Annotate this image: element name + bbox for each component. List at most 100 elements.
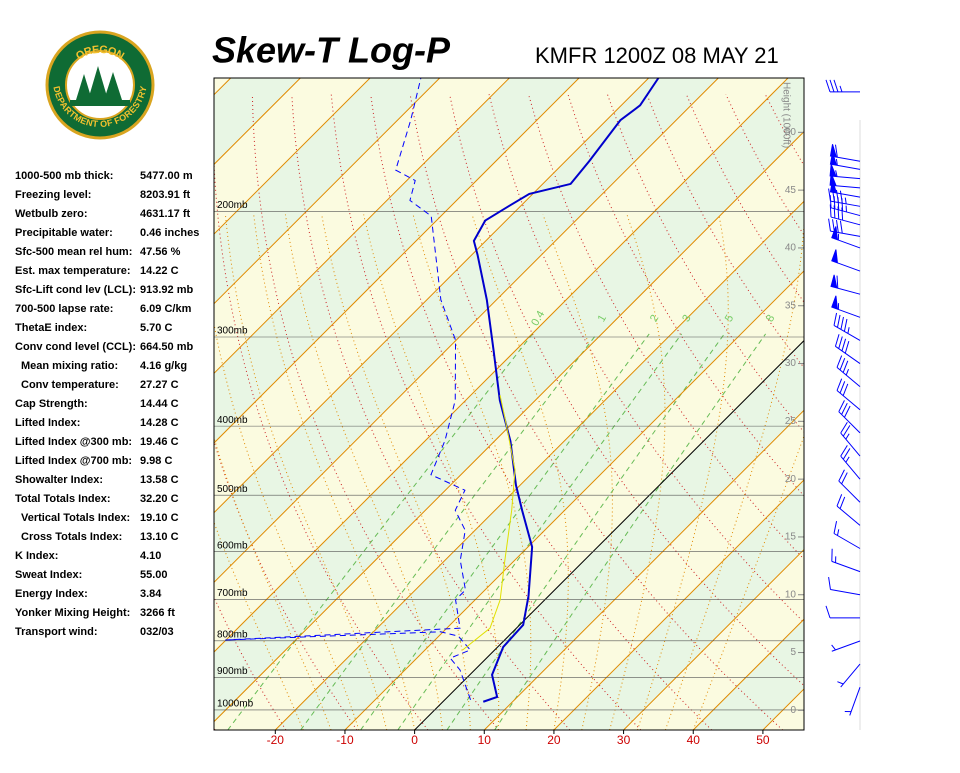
wind-barb	[829, 204, 861, 226]
chart-subtitle: KMFR 1200Z 08 MAY 21	[535, 43, 779, 68]
x-tick-label: 30	[617, 733, 631, 747]
x-tick-label: -20	[267, 733, 285, 747]
isotherm	[214, 78, 510, 375]
dry-adiabat	[923, 94, 960, 730]
index-label: Mean mixing ratio:	[21, 360, 118, 372]
y-tick-label: 700mb	[217, 588, 248, 599]
wind-barb	[829, 152, 861, 170]
moist-adiabat	[284, 214, 443, 730]
temperature-band	[833, 78, 960, 730]
x-tick-label: 40	[687, 733, 701, 747]
wind-barb	[838, 469, 861, 503]
isotherm	[274, 200, 804, 730]
index-label: Showalter Index:	[15, 474, 103, 486]
y2-tick-label: 35	[785, 300, 797, 311]
y-tick-label: 900mb	[217, 666, 248, 677]
moist-adiabat	[542, 214, 613, 730]
dry-adiabat	[291, 94, 571, 730]
index-value: 14.28 C	[140, 417, 179, 429]
dry-adiabat	[214, 151, 429, 730]
wind-barb	[831, 249, 861, 272]
wind-barb	[828, 188, 861, 207]
index-value: 19.10 C	[140, 512, 179, 524]
index-label: Lifted Index @300 mb:	[15, 436, 132, 448]
isotherm	[214, 78, 719, 584]
plot-border	[213, 77, 805, 731]
dry-adiabat	[844, 94, 960, 730]
index-value: 664.50 mb	[140, 341, 193, 353]
moist-adiabat	[214, 436, 332, 730]
dry-adiabat	[214, 439, 358, 730]
wind-barb	[829, 195, 861, 217]
index-label: Lifted Index:	[15, 417, 80, 429]
y2-tick-label: 25	[785, 416, 797, 427]
index-value: 4631.17 ft	[140, 208, 190, 220]
index-value: 9.98 C	[140, 455, 172, 467]
isotherm	[553, 479, 804, 730]
isotherm	[214, 78, 441, 305]
index-value: 14.22 C	[140, 265, 179, 277]
indices-table: 1000-500 mb thick: 5477.00 m Freezing leve…	[15, 170, 199, 638]
y2-tick-label: 45	[785, 185, 797, 196]
mixing-ratio-line	[446, 333, 725, 730]
index-value: 0.46 inches	[140, 227, 199, 239]
wind-barb	[833, 312, 861, 341]
dry-adiabat	[214, 595, 287, 730]
index-value: 3266 ft	[140, 607, 175, 619]
wind-barb	[833, 521, 861, 549]
dry-adiabat	[884, 94, 960, 730]
index-label: Conv temperature:	[21, 379, 119, 391]
isotherm	[214, 78, 371, 235]
index-value: 032/03	[140, 626, 174, 638]
y2-tick-label: 15	[785, 532, 797, 543]
index-value: 4.10	[140, 550, 161, 562]
index-label: Freezing level:	[15, 189, 91, 201]
mixing-ratio-label: 3	[680, 313, 693, 324]
mixing-ratio-label: 1	[596, 313, 609, 324]
y-tick-label: 300mb	[217, 326, 248, 337]
index-label: K Index:	[15, 550, 58, 562]
isotherm	[833, 78, 960, 730]
index-value: 19.46 C	[140, 436, 179, 448]
y2-tick-label: 10	[785, 589, 797, 600]
index-value: 13.10 C	[140, 531, 179, 543]
plot: 0.4 1 2 3 5 8200mb300mb400mb500mb600mb700mb80…	[213, 77, 805, 747]
plot-background	[214, 78, 960, 730]
moist-adiabat	[214, 520, 304, 730]
index-label: Sweat Index:	[15, 569, 82, 581]
index-value: 13.58 C	[140, 474, 179, 486]
chart-title: Skew-T Log-P	[212, 30, 451, 71]
wind-barb	[840, 445, 861, 480]
x-tick-label: 10	[478, 733, 492, 747]
mixing-ratio-label: 2	[648, 313, 661, 324]
dry-adiabat	[330, 94, 642, 730]
x-tick-label: -10	[336, 733, 354, 747]
index-label: Sfc-500 mean rel hum:	[15, 246, 132, 258]
y-tick-label: 500mb	[217, 484, 248, 495]
index-label: Cap Strength:	[15, 398, 88, 410]
wind-barb	[838, 400, 861, 434]
moist-adiabat	[321, 214, 471, 730]
index-label: Sfc-Lift cond lev (LCL):	[15, 284, 136, 296]
y-tick-label: 600mb	[217, 540, 248, 551]
dry-adiabat	[805, 94, 960, 730]
wind-barb	[836, 355, 861, 388]
logo-top: OREGON	[74, 44, 126, 63]
isotherm	[214, 78, 789, 653]
y2-axis-label: Height (1000ft)	[780, 82, 791, 148]
mixing-ratio-label: 5	[723, 313, 736, 324]
wind-barb	[831, 226, 861, 249]
isotherm	[214, 130, 804, 723]
wind-barb	[837, 663, 861, 688]
index-label: Est. max temperature:	[15, 265, 131, 277]
y2-tick-label: 50	[785, 127, 797, 138]
index-label: 1000-500 mb thick:	[15, 170, 113, 182]
wind-barb	[825, 79, 860, 93]
moist-adiabat	[692, 434, 804, 730]
index-value: 913.92 mb	[140, 284, 193, 296]
isotherm	[344, 270, 804, 730]
index-label: Yonker Mixing Height:	[15, 607, 130, 619]
index-label: 700-500 lapse rate:	[15, 303, 113, 315]
wind-barb	[831, 640, 861, 652]
x-tick-label: 0	[411, 733, 418, 747]
